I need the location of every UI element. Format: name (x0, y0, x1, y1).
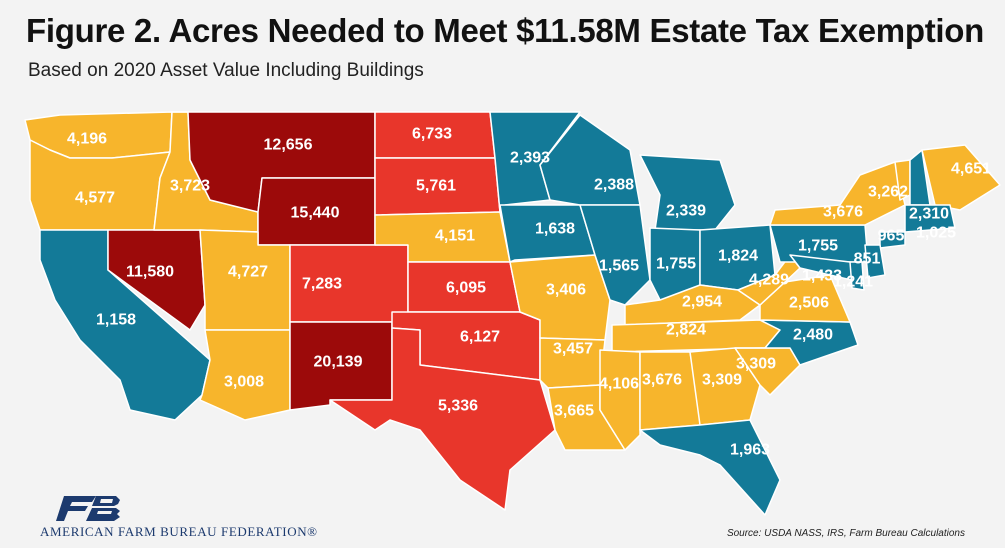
source-note: Source: USDA NASS, IRS, Farm Bureau Calc… (726, 528, 965, 539)
organization-name: AMERICAN FARM BUREAU FEDERATION® (40, 524, 318, 539)
state-value-label-fl: 1,963 (730, 442, 770, 459)
state-value-label-md: 1,433 (802, 268, 842, 285)
state-value-label-ut: 4,727 (228, 264, 268, 281)
state-value-label-nj: 851 (854, 251, 881, 268)
state-ms (599, 349, 641, 451)
state-value-label-az: 3,008 (224, 374, 264, 391)
state-value-label-mt: 12,656 (264, 137, 313, 154)
state-value-label-nm: 20,139 (314, 354, 363, 371)
state-value-label-mn: 2,393 (510, 150, 550, 167)
state-ny (769, 161, 906, 226)
state-value-label-nh: 2,310 (909, 206, 949, 223)
farm-bureau-logo-icon (56, 496, 120, 521)
state-value-label-in: 1,755 (656, 256, 696, 273)
state-value-label-tx: 5,336 (438, 398, 478, 415)
state-value-label-me: 4,651 (951, 161, 991, 178)
state-value-label-ny: 3,676 (823, 204, 863, 221)
afbf-logo: AMERICAN FARM BUREAU FEDERATION® (40, 494, 380, 542)
state-value-label-ar: 3,457 (553, 341, 593, 358)
state-value-label-pa: 1,755 (798, 238, 838, 255)
state-value-label-id: 3,723 (170, 178, 210, 195)
state-value-label-mi: 2,339 (666, 203, 706, 220)
state-me (921, 144, 1001, 211)
state-value-label-ga: 3,309 (702, 372, 742, 389)
state-value-label-al: 3,676 (642, 372, 682, 389)
state-value-label-ks: 6,095 (446, 280, 486, 297)
page-subtitle: Based on 2020 Asset Value Including Buil… (28, 60, 424, 81)
state-fl (639, 419, 781, 516)
state-value-label-va: 2,506 (789, 295, 829, 312)
state-value-label-ct: 965 (878, 228, 905, 245)
state-value-label-ia: 1,638 (535, 221, 575, 238)
state-value-label-vt: 3,262 (868, 184, 908, 201)
state-value-label-mo: 3,406 (546, 282, 586, 299)
page-title: Figure 2. Acres Needed to Meet $11.58M E… (26, 12, 984, 49)
state-value-label-ma: 1,025 (916, 225, 956, 242)
state-value-label-nd: 6,733 (412, 126, 452, 143)
state-de (849, 261, 865, 291)
state-ia (499, 204, 596, 263)
state-value-label-nc: 2,480 (793, 327, 833, 344)
state-ct (879, 231, 906, 249)
state-mn (489, 111, 581, 213)
state-value-label-wa: 4,196 (67, 131, 107, 148)
state-value-label-sc: 3,309 (736, 356, 776, 373)
state-nc (734, 319, 859, 366)
state-nj (864, 244, 886, 279)
state-ma (904, 204, 956, 233)
state-value-label-wy: 15,440 (291, 205, 340, 222)
state-value-label-ok: 6,127 (460, 329, 500, 346)
state-ga (689, 347, 761, 426)
state-value-label-tn: 2,824 (666, 322, 706, 339)
state-value-label-ms: 4,106 (599, 376, 639, 393)
state-value-label-il: 1,565 (599, 258, 639, 275)
state-value-label-or: 4,577 (75, 190, 115, 207)
state-value-label-ca: 1,158 (96, 312, 136, 329)
state-value-label-sd: 5,761 (416, 178, 456, 195)
state-value-label-oh: 1,824 (718, 248, 758, 265)
state-value-label-wi: 2,388 (594, 177, 634, 194)
state-value-label-wv: 4,289 (749, 272, 789, 289)
state-value-label-nv: 11,580 (126, 264, 174, 281)
state-value-label-de: 1,241 (833, 274, 873, 291)
state-value-label-co: 7,283 (302, 276, 342, 293)
state-value-label-ne: 4,151 (435, 228, 475, 245)
state-value-label-ky: 2,954 (682, 294, 722, 311)
state-value-label-la: 3,665 (554, 403, 594, 420)
